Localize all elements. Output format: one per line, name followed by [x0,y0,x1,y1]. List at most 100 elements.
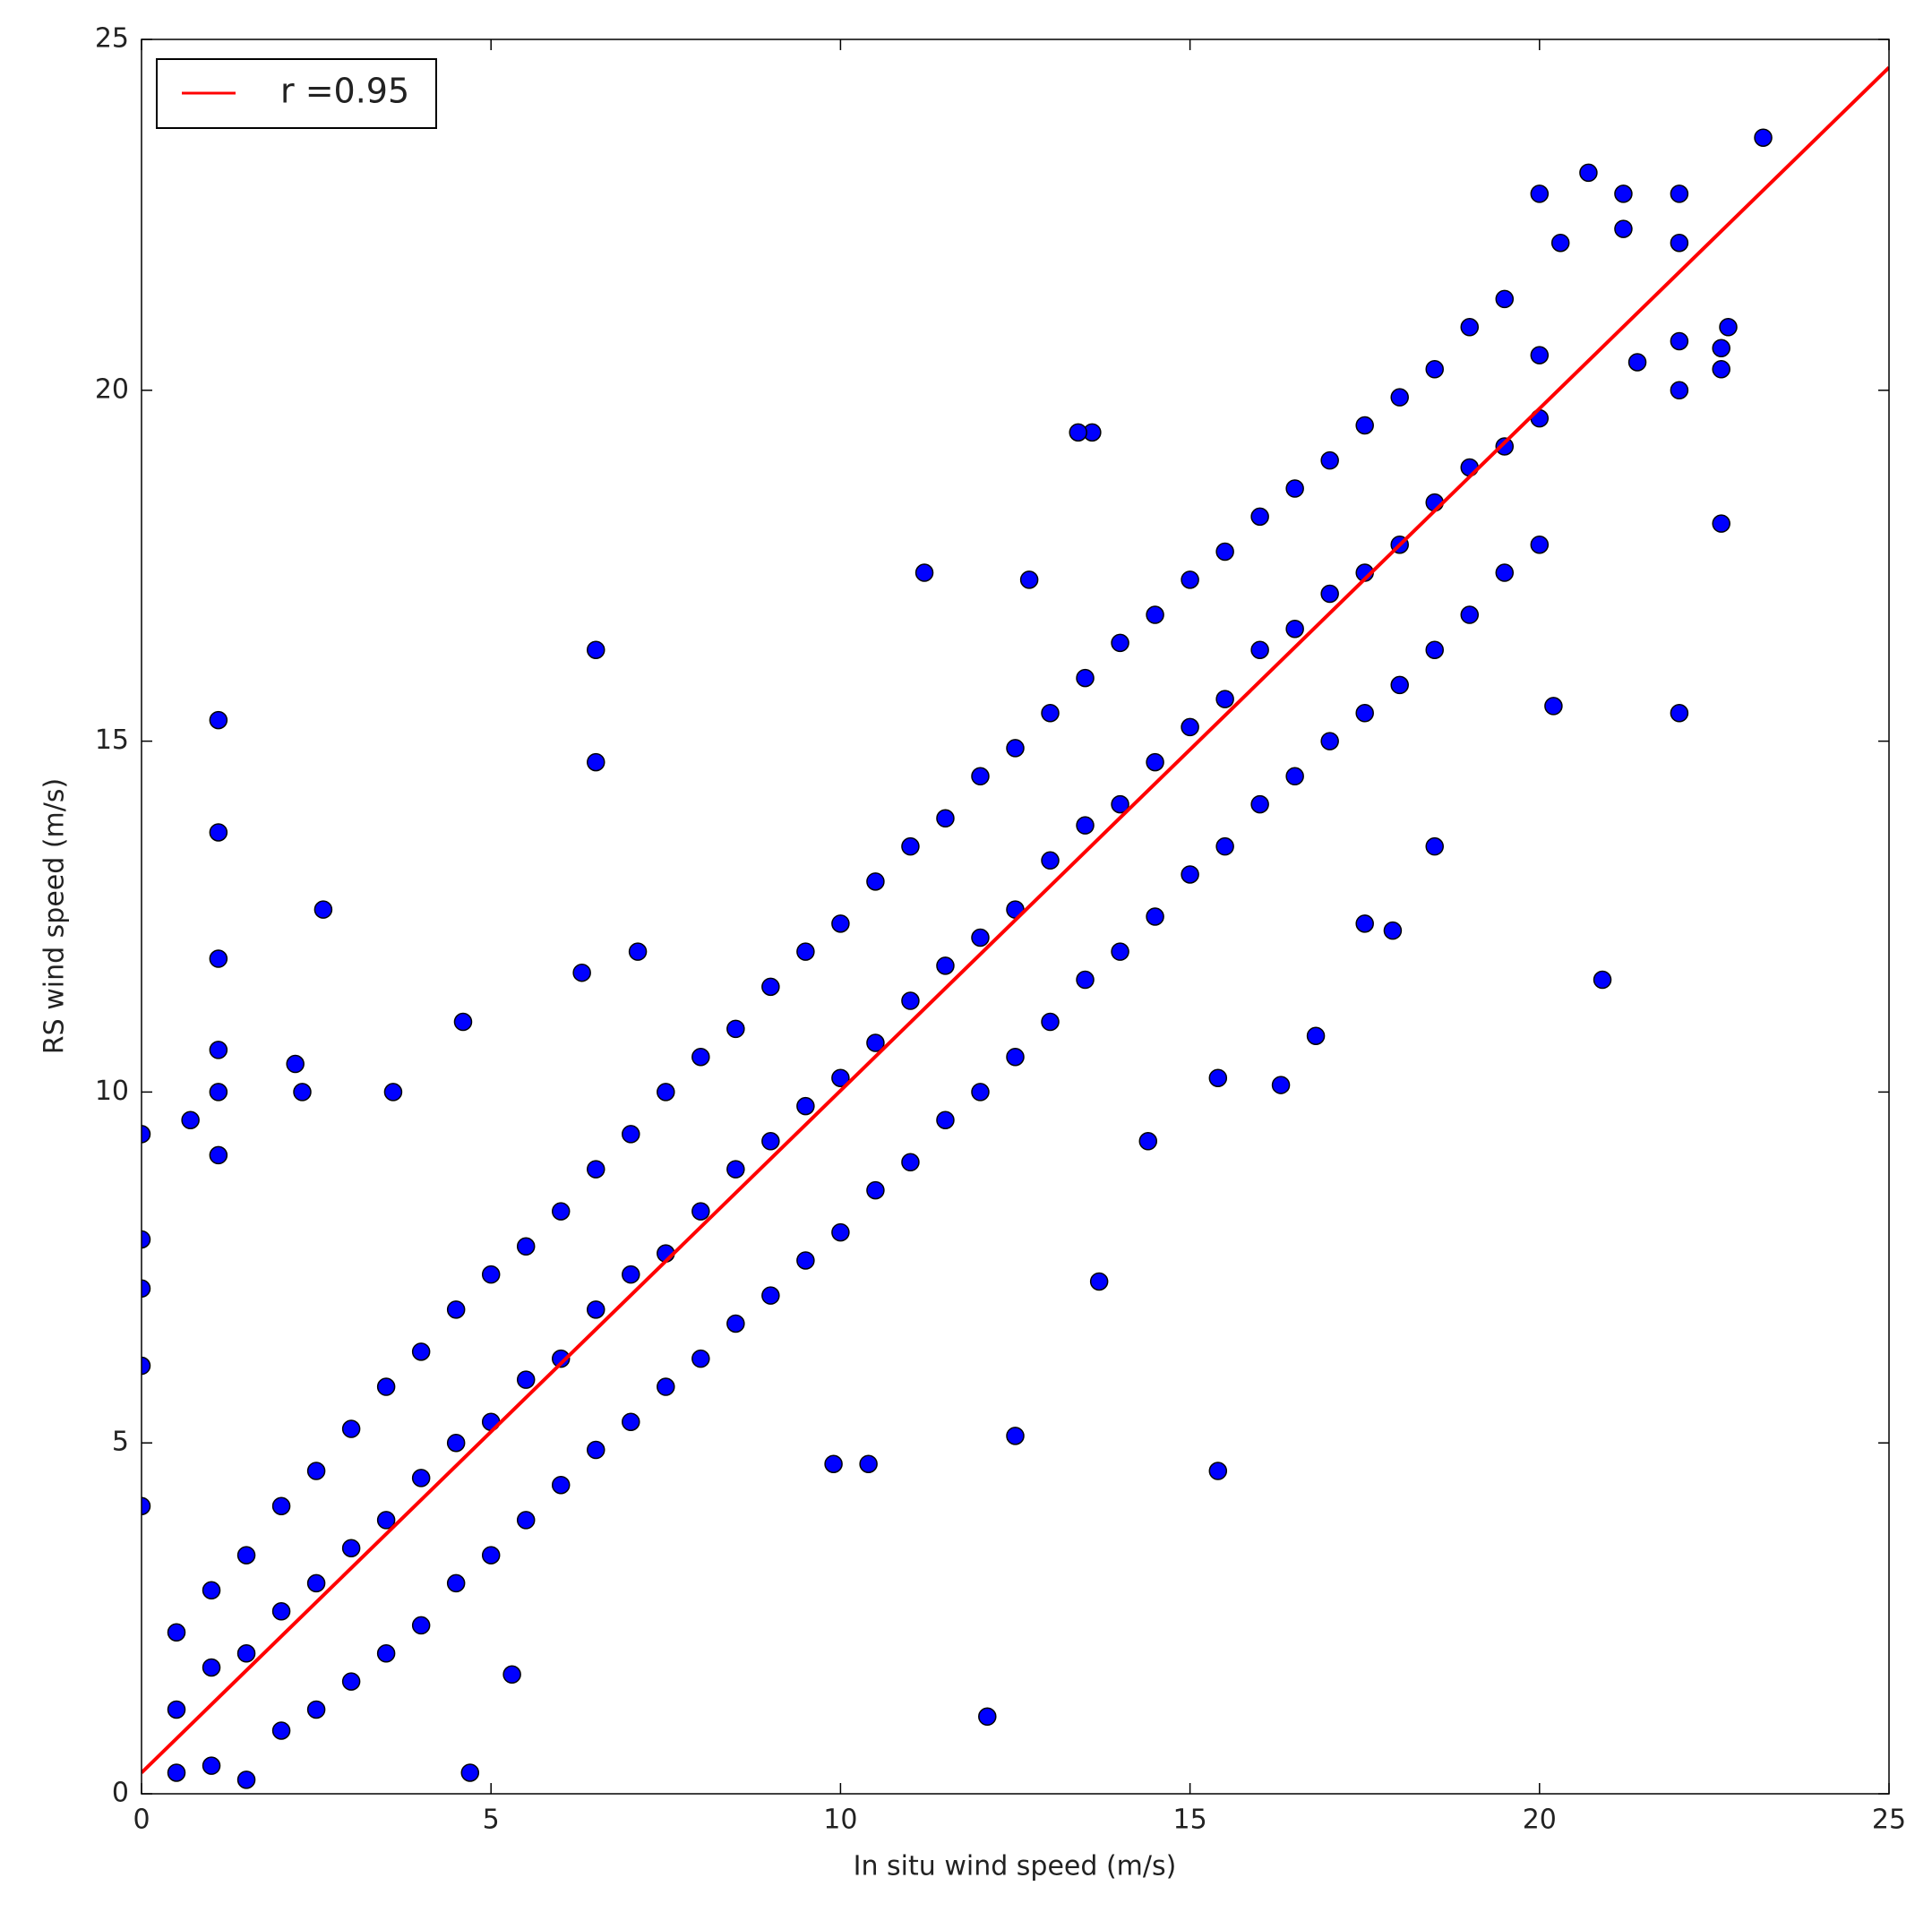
scatter-point [551,1202,571,1221]
scatter-point [978,1707,997,1727]
scatter-point [1460,318,1480,337]
scatter-point [411,1469,431,1488]
scatter-point [446,1300,466,1319]
scatter-point [1712,514,1730,533]
scatter-point [831,1068,850,1087]
scatter-point [1320,450,1339,470]
scatter-point [1425,360,1444,379]
plot-area [142,65,1889,1789]
scatter-point [271,1602,291,1621]
scatter-point [142,1496,151,1515]
scatter-point [1754,128,1773,147]
scatter-point [859,1454,878,1473]
scatter-point [622,1125,640,1144]
scatter-point [306,1573,326,1593]
scatter-point [971,928,990,947]
scatter-point [1460,458,1480,477]
scatter-point [1041,704,1060,723]
scatter-point [1215,542,1234,562]
scatter-point [1076,668,1095,688]
scatter-point [1006,1427,1025,1445]
scatter-point [971,1083,990,1102]
scatter-point [1670,704,1689,723]
scatter-point [1719,318,1738,337]
scatter-point [1670,381,1689,400]
scatter-point [209,949,228,968]
scatter-point [1544,697,1563,716]
scatter-point [1495,437,1515,456]
scatter-point [341,1539,361,1557]
scatter-point [1089,1272,1109,1291]
scatter-point [866,1180,885,1200]
scatter-point [1712,360,1730,379]
scatter-point [481,1546,501,1565]
scatter-point [1146,907,1164,926]
scatter-point [1670,184,1689,203]
scatter-point [1250,640,1269,659]
scatter-point [824,1454,843,1473]
fit-line [142,65,1889,1774]
scatter-point [622,1412,640,1431]
scatter-point [502,1665,521,1685]
scatter-point [901,1153,920,1172]
y-tick-label: 5 [112,1427,129,1458]
scatter-point [1146,752,1164,772]
scatter-point [796,942,815,961]
scatter-point [901,836,920,856]
x-tick-label: 15 [1173,1805,1207,1836]
scatter-point [1579,163,1598,183]
scatter-point [236,1771,256,1789]
scatter-point [271,1721,291,1740]
scatter-point [1138,1132,1158,1151]
scatter-point [551,1349,571,1368]
scatter-point [1495,563,1515,582]
scatter-point [831,1222,850,1242]
scatter-point [587,1300,605,1319]
scatter-point [1019,570,1039,589]
scatter-point [1593,970,1612,990]
scatter-point [1069,423,1087,442]
scatter-point [1181,570,1199,589]
scatter-point [796,1096,815,1116]
scatter-point [516,1237,536,1256]
scatter-point [726,1019,745,1039]
scatter-point [1670,331,1689,351]
scatter-point [1215,836,1234,856]
scatter-point [587,1160,605,1179]
scatter-point [1076,970,1095,990]
scatter-point [1383,921,1403,940]
scatter-point [831,914,850,933]
x-tick-label: 0 [133,1805,150,1836]
scatter-point [1285,479,1304,498]
scatter-point [691,1202,710,1221]
y-tick-label: 20 [95,373,129,405]
scatter-point [1306,1026,1326,1045]
scatter-point [1627,353,1647,372]
scatter-point [383,1083,403,1102]
scatter-point [1425,640,1444,659]
scatter-point [236,1546,256,1565]
scatter-point [202,1581,221,1600]
scatter-point [1712,339,1730,358]
scatter-point [142,1356,151,1376]
scatter-point [446,1433,466,1453]
x-tick-label: 25 [1872,1805,1906,1836]
scatter-point [460,1763,480,1782]
scatter-point [1111,942,1129,961]
x-tick-label: 20 [1523,1805,1557,1836]
scatter-point [209,823,228,842]
scatter-point [628,942,648,961]
scatter-point [142,1125,151,1144]
y-axis-label: RS wind speed (m/s) [39,778,71,1054]
scatter-point [1550,233,1570,253]
scatter-point [761,1132,780,1151]
scatter-point [1041,851,1060,870]
scatter-point [181,1110,200,1129]
scatter-point [209,710,228,730]
scatter-point [1146,605,1164,624]
scatter-point [1614,219,1633,238]
scatter-point [376,1377,396,1396]
scatter-point [1390,388,1409,407]
scatter-point [271,1496,291,1515]
scatter-point [516,1370,536,1389]
